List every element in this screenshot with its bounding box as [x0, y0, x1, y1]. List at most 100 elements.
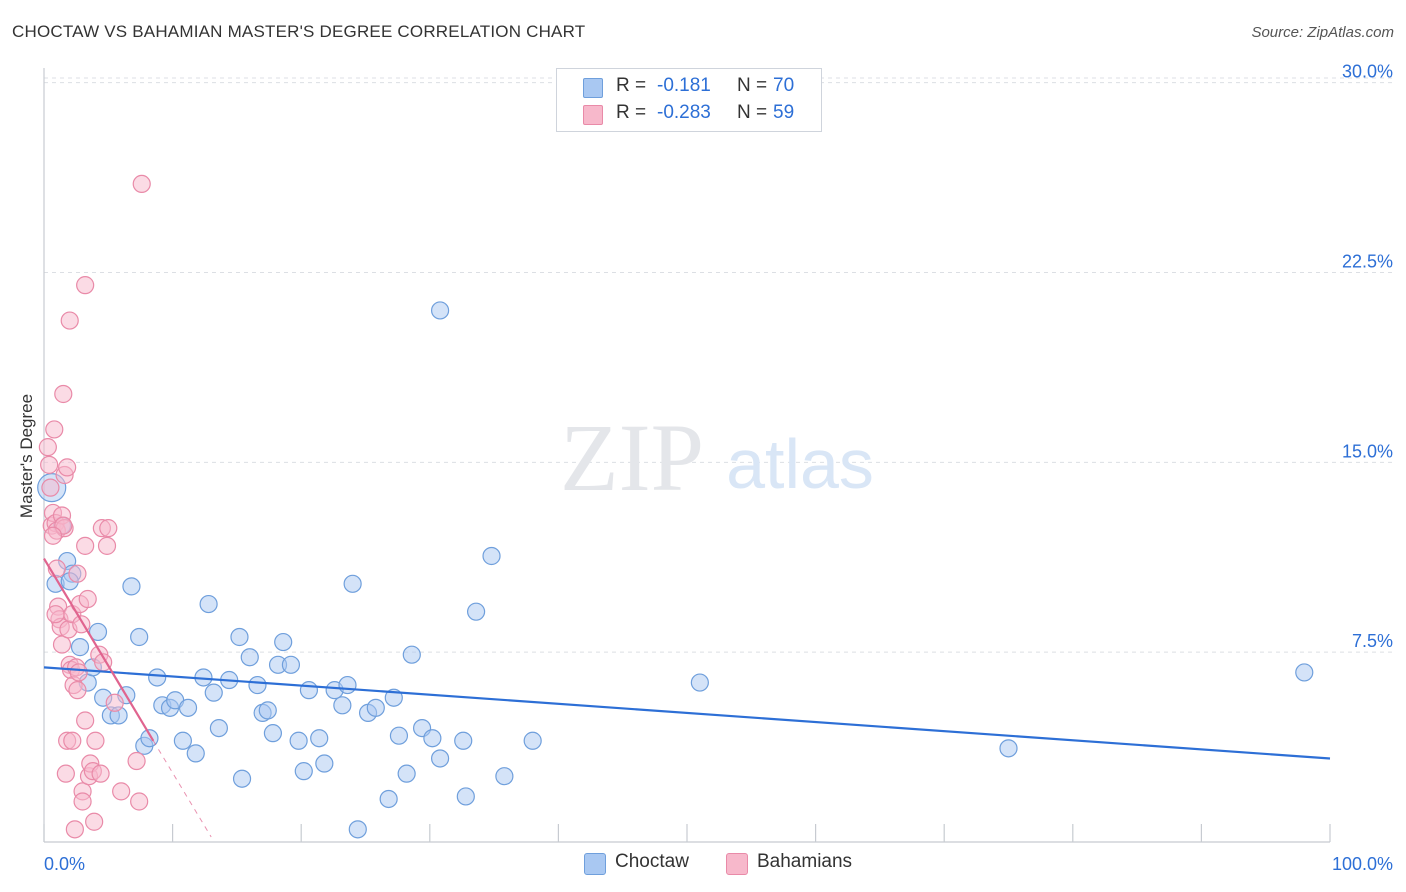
choctaw-point: [338, 675, 357, 695]
bahamians-point: [76, 711, 95, 730]
watermark-zip: ZIP: [560, 404, 704, 511]
bahamians-point: [58, 458, 77, 477]
bahamians-point: [56, 764, 75, 783]
choctaw-point: [402, 645, 421, 664]
bahamians-point: [68, 564, 87, 583]
choctaw-swatch: [583, 78, 603, 98]
bahamians-point: [52, 635, 72, 654]
choctaw-point: [178, 698, 198, 717]
legend-r-value: -0.283: [657, 102, 711, 123]
choctaw-point: [523, 731, 542, 750]
bahamians-point: [91, 764, 110, 783]
choctaw-point: [230, 627, 249, 647]
bahamians-point: [85, 812, 104, 831]
bahamians-point: [40, 455, 59, 474]
choctaw-point: [454, 731, 473, 750]
bahamians-trend-line: [43, 557, 155, 742]
choctaw-point: [333, 696, 352, 715]
bahamians-point: [97, 536, 117, 555]
chart-title: CHOCTAW VS BAHAMIAN MASTER'S DEGREE CORR…: [12, 22, 586, 41]
bahamians-point: [132, 174, 151, 194]
bahamians-point: [68, 681, 87, 700]
legend-n-label: N =: [737, 75, 768, 96]
choctaw-point: [397, 764, 416, 783]
choctaw-point: [495, 767, 514, 786]
choctaw-point: [310, 729, 329, 748]
y-tick-label: 15.0%: [1342, 441, 1393, 461]
bahamians-point: [99, 519, 118, 538]
choctaw-point: [232, 769, 252, 788]
legend-label: Bahamians: [757, 851, 853, 872]
watermark-atlas: atlas: [726, 425, 874, 503]
bahamians-point: [69, 663, 88, 682]
choctaw-point: [343, 574, 362, 593]
legend-r-label: R =: [616, 75, 647, 96]
choctaw-point: [389, 726, 409, 745]
choctaw-point: [430, 749, 450, 768]
bahamians-swatch: [583, 105, 603, 125]
choctaw-point: [122, 577, 141, 596]
axes: [43, 68, 1331, 843]
source-label: Source: ZipAtlas.com: [1251, 24, 1394, 41]
legend-label: Choctaw: [615, 851, 689, 872]
choctaw-point: [423, 729, 442, 748]
bahamians-point: [63, 731, 82, 750]
data-points: [37, 174, 1314, 839]
choctaw-point: [173, 731, 192, 750]
y-axis-label: Master's Degree: [17, 394, 36, 518]
legend-r-label: R =: [616, 102, 647, 123]
x-tick-labels: 0.0% 100.0%: [44, 854, 1393, 874]
y-tick-label: 7.5%: [1352, 631, 1393, 651]
bahamians-point: [41, 478, 60, 497]
bahamians-point: [65, 820, 84, 839]
choctaw-point: [315, 754, 334, 773]
bahamians-point: [86, 731, 105, 750]
choctaw-point: [466, 602, 486, 621]
bahamians-point: [43, 526, 63, 545]
choctaw-point: [690, 673, 709, 692]
choctaw-point: [148, 668, 167, 687]
legend-n-value: 59: [773, 102, 795, 123]
choctaw-point: [379, 789, 398, 809]
choctaw-point: [140, 729, 159, 748]
bahamians-trend-extension: [152, 740, 212, 838]
legend-n-label: N =: [737, 102, 768, 123]
x-tick-label: 100.0%: [1332, 854, 1393, 874]
y-tick-label: 30.0%: [1342, 62, 1393, 82]
choctaw-point: [199, 594, 218, 614]
choctaw-point: [204, 683, 223, 702]
choctaw-point: [482, 546, 501, 566]
bahamians-point: [54, 384, 73, 404]
choctaw-point: [88, 622, 108, 642]
choctaw-swatch: [584, 853, 606, 875]
legend-n-value: 70: [773, 75, 795, 96]
correlation-legend: R = -0.181 N = 70 R = -0.283 N = 59: [556, 68, 822, 132]
choctaw-point: [130, 627, 149, 647]
choctaw-point: [274, 632, 293, 652]
choctaw-point: [430, 301, 450, 320]
choctaw-point: [258, 701, 277, 720]
watermark: ZIP atlas: [560, 404, 874, 511]
legend-r-value: -0.181: [657, 75, 711, 96]
choctaw-point: [289, 731, 308, 750]
bahamians-point: [78, 589, 97, 609]
y-tick-labels: 7.5% 15.0% 22.5% 30.0%: [1342, 62, 1393, 652]
y-tick-label: 22.5%: [1342, 251, 1393, 271]
bahamians-point: [38, 438, 57, 457]
choctaw-point: [366, 698, 385, 717]
grid-lines: [44, 77, 1394, 653]
trend-lines: [43, 557, 1331, 838]
choctaw-trend-line: [43, 666, 1331, 760]
choctaw-point: [263, 724, 283, 743]
bahamians-point: [105, 693, 124, 712]
bahamians-point: [127, 751, 146, 771]
bahamians-point: [45, 420, 64, 439]
bahamians-point: [76, 276, 95, 295]
choctaw-point: [281, 655, 301, 674]
choctaw-point: [999, 739, 1018, 758]
choctaw-point: [240, 648, 259, 667]
bahamians-point: [130, 792, 149, 811]
choctaw-point: [209, 718, 228, 738]
choctaw-point: [348, 820, 367, 839]
